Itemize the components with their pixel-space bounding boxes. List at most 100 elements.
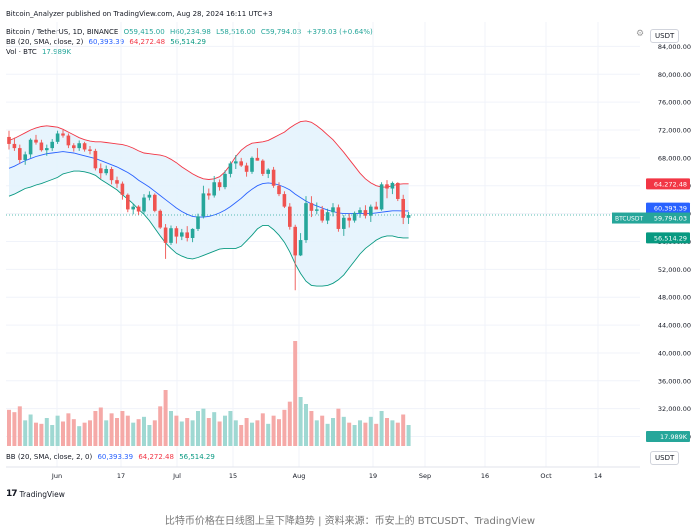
candle-body (336, 207, 341, 229)
candle-body (379, 184, 384, 210)
candle (239, 157, 243, 167)
volume-bar (174, 415, 179, 446)
volume-bar (223, 415, 227, 446)
tradingview-wordmark: TradingView (19, 489, 65, 499)
volume-bar (277, 419, 281, 446)
candle (18, 144, 22, 164)
candle (88, 146, 92, 155)
basis-price-label-bg (646, 202, 690, 214)
volume-bar (201, 408, 206, 446)
candle-body (342, 217, 346, 229)
close-value: C59,794.03 (260, 28, 302, 36)
candle-body (131, 206, 135, 210)
candle (261, 159, 265, 176)
last-price-label: 59,794.03 (654, 215, 687, 223)
candle-body (136, 206, 141, 212)
gear-icon[interactable]: ⚙ (636, 29, 645, 39)
bb-lower-line (8, 170, 409, 287)
candle-body (99, 168, 103, 174)
candle-body (298, 240, 303, 256)
candle (352, 211, 357, 223)
tradingview-logo[interactable]: 17 TradingView (6, 489, 65, 499)
candle (185, 226, 189, 242)
candle-body (153, 194, 157, 211)
candle-body (201, 193, 206, 217)
candle (169, 225, 173, 245)
candle-body (39, 142, 44, 151)
price-tick-label: 52,000.00 (658, 266, 691, 274)
candle-body (190, 228, 195, 238)
candle-body (82, 143, 87, 150)
candle (277, 182, 281, 197)
volume-bar (341, 416, 346, 446)
candle-body (244, 165, 249, 172)
volume-bar (314, 420, 319, 446)
candle-body (234, 161, 238, 164)
candle-body (109, 169, 114, 181)
candle (61, 129, 65, 138)
currency-button-top[interactable]: USDT (650, 29, 680, 43)
volume-bar (358, 420, 362, 446)
candle (99, 163, 103, 179)
volume-bar (77, 426, 82, 446)
time-tick-label: 15 (229, 472, 237, 480)
candle (174, 226, 179, 244)
price-chart[interactable]: 28,000.0032,000.0036,000.0040,000.0044,0… (0, 0, 700, 480)
candle-body (390, 182, 395, 189)
candle (34, 134, 38, 145)
candle-body (196, 216, 200, 229)
volume-bar (260, 413, 265, 446)
volume-bar (55, 415, 60, 446)
candle (23, 151, 27, 165)
candle (136, 205, 141, 215)
candle (131, 203, 135, 215)
bb-upper-line (8, 120, 409, 188)
volume-bar (271, 415, 276, 446)
volume-bar (88, 420, 92, 446)
time-axis: Jun 17 Jul 15 Aug 19 Sep 16 Oct 14 (6, 466, 640, 480)
candle-body (261, 160, 265, 174)
volume-bar (185, 418, 190, 446)
candle (45, 144, 49, 156)
volume-bar (71, 419, 76, 446)
candle (55, 130, 60, 144)
volume-bar (179, 421, 184, 446)
change-value: +379.03 (+0.64%) (306, 28, 373, 36)
candle (115, 176, 119, 188)
symbol-name[interactable]: Bitcoin / TetherUS, 1D, BINANCE (6, 28, 119, 36)
volume-bar (7, 409, 11, 446)
price-tick-label: 80,000.00 (658, 71, 691, 79)
publisher-line: Bitcoin_Analyzer published on TradingVie… (6, 10, 273, 18)
volume-bar (336, 408, 341, 446)
volume-bar (309, 411, 314, 446)
bottom-bb-legend: BB (20, SMA, close, 2, 0) 60,393.39 64,2… (6, 453, 218, 461)
volume-label: Vol · BTC (6, 48, 37, 56)
volume-bar (190, 420, 195, 446)
candle-body (271, 169, 276, 186)
candle (93, 148, 98, 171)
candle-body (385, 184, 389, 189)
candle (147, 191, 152, 201)
volume-bar (17, 406, 22, 446)
candle (180, 228, 184, 241)
candle-body (23, 154, 27, 160)
candle (363, 205, 368, 219)
candle-body (293, 226, 297, 256)
image-caption: 比特币价格在日线图上呈下降趋势 | 资料来源：币安上的 BTCUSDT、Trad… (164, 516, 536, 527)
candle (39, 139, 44, 152)
price-labels: 64,272.48 60,393.39 56,514.29 BTCUSDT 59,794… (612, 178, 690, 442)
candles (7, 129, 411, 291)
candle-body (180, 232, 184, 237)
currency-button-bottom[interactable]: USDT (650, 451, 680, 465)
bb-legend[interactable]: BB (20, SMA, close, 2) 60,393.39 64,272.… (6, 38, 209, 46)
volume-bar (158, 406, 163, 446)
candle (77, 140, 81, 151)
volume-bar (28, 414, 33, 446)
volume-bar (125, 415, 130, 446)
volume-bar (98, 407, 103, 446)
candle (244, 162, 249, 177)
candle (266, 168, 270, 179)
candle-body (374, 206, 378, 210)
candle (282, 191, 287, 209)
candle-body (320, 209, 324, 221)
